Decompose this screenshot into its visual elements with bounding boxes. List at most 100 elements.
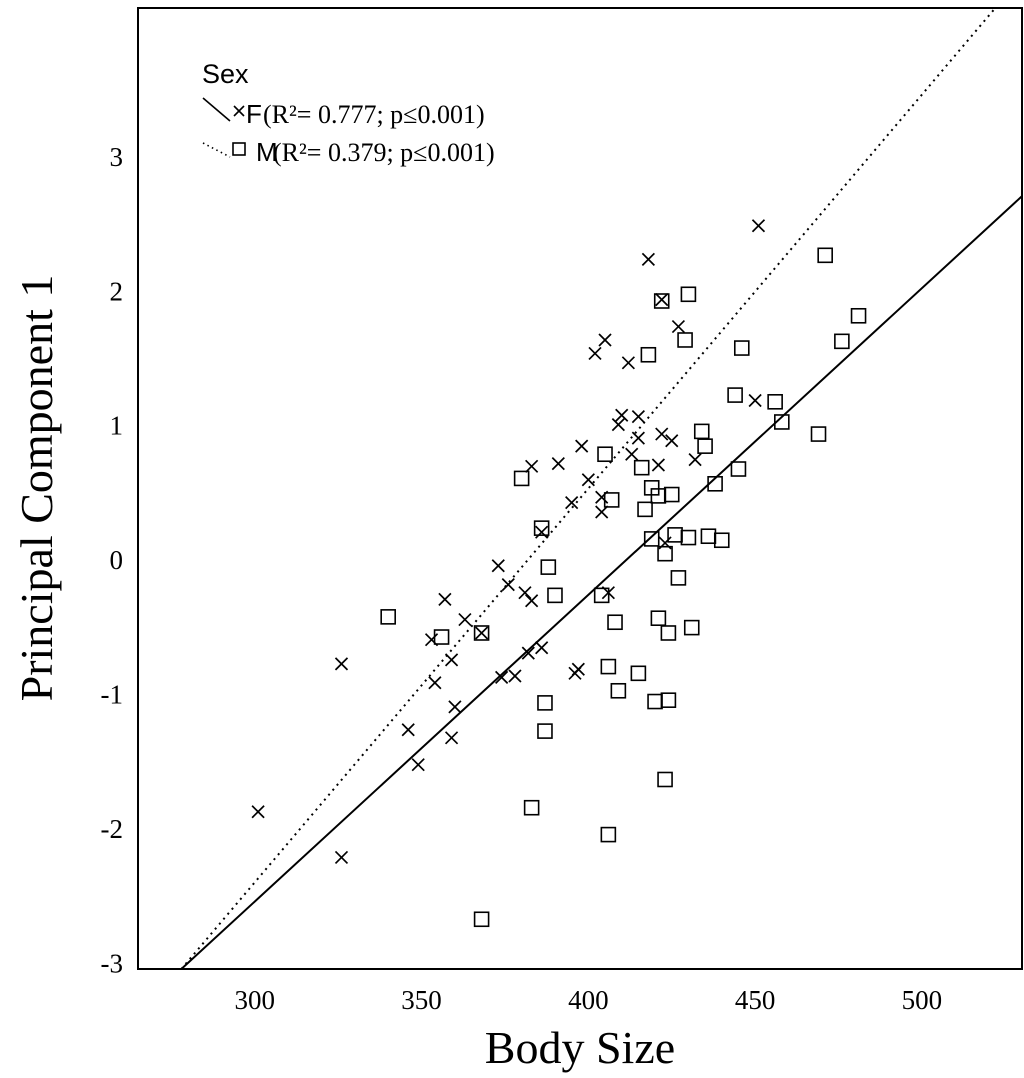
x-tick-label: 300 (235, 985, 276, 1015)
point-f (588, 346, 602, 361)
point-f (334, 657, 349, 671)
point-m (473, 625, 490, 641)
point-f (688, 453, 702, 467)
point-m (657, 545, 673, 562)
point-m (513, 470, 530, 487)
point-m (647, 693, 663, 710)
point-m (677, 332, 693, 348)
point-m (643, 531, 660, 547)
point-f (491, 559, 505, 573)
point-m (774, 414, 790, 430)
point-m (667, 527, 683, 543)
point-f (535, 525, 549, 539)
point-m (637, 501, 653, 518)
point-m (727, 387, 743, 403)
point-f (448, 700, 462, 714)
point-m (523, 799, 540, 816)
point-f (474, 626, 489, 640)
point-f (458, 612, 472, 627)
legend-entry-m-stats: (R²= 0.379; p≤0.001) (273, 138, 495, 167)
point-f (671, 319, 686, 334)
point-m (657, 771, 673, 788)
y-tick-label: -3 (101, 948, 124, 978)
point-f (444, 653, 459, 667)
point-m (693, 423, 710, 440)
point-f (495, 670, 509, 684)
point-f (525, 459, 539, 473)
point-m (680, 529, 697, 546)
legend-marker-x (233, 105, 245, 117)
point-m (633, 459, 650, 476)
legend-entry-m-code: M (256, 137, 278, 167)
point-m (670, 570, 687, 586)
point-f (501, 577, 515, 592)
point-m (593, 587, 610, 604)
point-m (850, 307, 867, 324)
point-f (611, 418, 625, 432)
fit-line-f (180, 195, 1022, 969)
point-f (401, 723, 415, 737)
point-m (603, 492, 620, 508)
point-f (641, 252, 655, 266)
x-tick-label: 450 (735, 985, 776, 1015)
y-tick-label: 3 (110, 142, 124, 172)
point-m (537, 723, 553, 739)
point-m (810, 426, 827, 442)
point-f (665, 434, 679, 448)
point-f (581, 473, 595, 487)
point-m (533, 520, 550, 536)
point-m (700, 528, 717, 545)
point-f (631, 409, 645, 424)
fit-line-m (180, 8, 997, 969)
point-m (473, 911, 490, 928)
point-f (655, 293, 669, 307)
point-m (817, 247, 833, 264)
point-f (411, 758, 425, 772)
x-axis-title: Body Size (485, 1022, 675, 1073)
point-m (663, 486, 680, 503)
legend-marker-square (232, 142, 246, 156)
point-f (621, 356, 635, 370)
y-tick-label: 1 (110, 411, 124, 441)
point-m (834, 333, 850, 350)
point-m (433, 629, 450, 645)
point-m (683, 619, 700, 636)
x-axis-ticks: 300 350 400 450 500 (235, 985, 943, 1015)
point-m (610, 682, 627, 699)
x-tick-label: 500 (902, 985, 943, 1015)
point-f (428, 676, 442, 690)
point-f (571, 662, 585, 676)
point-f (251, 805, 265, 819)
y-tick-label: 2 (110, 276, 124, 306)
y-tick-label: 0 (110, 545, 124, 575)
legend-line-dotted (202, 142, 231, 158)
x-tick-label: 350 (401, 985, 442, 1015)
point-m (713, 532, 730, 549)
data-points (251, 219, 867, 928)
point-m (607, 614, 623, 631)
point-m (640, 346, 657, 363)
point-m (600, 658, 617, 675)
point-f (438, 592, 452, 606)
point-m (380, 609, 396, 625)
point-m (707, 475, 723, 492)
point-m (697, 438, 713, 454)
point-m (537, 695, 553, 711)
legend: Sex F (R²= 0.777; p≤0.001) M (R²= 0.379;… (202, 59, 495, 167)
legend-title: Sex (202, 59, 249, 89)
point-f (525, 594, 539, 608)
point-f (551, 457, 565, 471)
point-f (615, 408, 629, 422)
point-f (535, 641, 549, 655)
point-f (655, 427, 669, 441)
point-f (521, 646, 535, 660)
point-f (508, 669, 522, 683)
y-axis-ticks: -3 -2 -1 0 1 2 3 (101, 142, 124, 978)
point-f (748, 393, 762, 408)
point-m (630, 665, 647, 682)
point-f (598, 333, 612, 347)
point-f (595, 505, 609, 519)
point-m (540, 559, 557, 575)
point-f (625, 447, 639, 461)
